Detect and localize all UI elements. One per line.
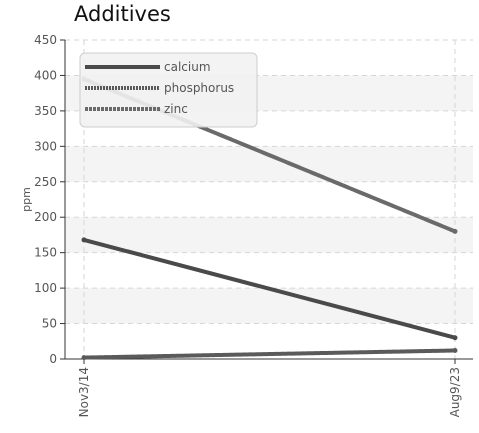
legend-label-zinc: zinc bbox=[164, 102, 188, 116]
y-tick-label: 50 bbox=[42, 317, 57, 331]
grid-band bbox=[65, 146, 473, 182]
legend-label-calcium: calcium bbox=[164, 60, 211, 74]
y-tick-label: 250 bbox=[34, 175, 57, 189]
x-ticks: Nov3/14 Aug9/23 bbox=[77, 359, 462, 417]
data-point-zinc bbox=[452, 228, 458, 234]
data-point-phosphorus bbox=[452, 347, 458, 353]
legend: calcium phosphorus zinc bbox=[79, 52, 258, 128]
x-tick-label: Nov3/14 bbox=[77, 367, 91, 417]
y-ticks: 0 50 100 150 200 250 300 350 400 450 bbox=[34, 33, 65, 366]
axes bbox=[64, 40, 473, 360]
y-tick-label: 0 bbox=[49, 352, 57, 366]
chart-title: Additives bbox=[74, 2, 171, 26]
x-tick-label: Aug9/23 bbox=[448, 367, 462, 417]
series-line-calcium bbox=[82, 237, 457, 340]
data-point-phosphorus bbox=[81, 355, 87, 361]
series-layer bbox=[81, 76, 458, 361]
y-tick-label: 400 bbox=[34, 68, 57, 82]
y-tick-label: 450 bbox=[34, 33, 57, 47]
y-tick-label: 350 bbox=[34, 104, 57, 118]
data-point-calcium bbox=[452, 335, 458, 341]
y-tick-label: 150 bbox=[34, 246, 57, 260]
grid-band bbox=[65, 288, 473, 324]
grid-band bbox=[65, 217, 473, 253]
legend-label-phosphorus: phosphorus bbox=[164, 81, 234, 95]
series-line-phosphorus bbox=[82, 348, 457, 360]
y-axis-label: ppm bbox=[20, 187, 33, 212]
y-tick-label: 300 bbox=[34, 139, 57, 153]
data-point-calcium bbox=[81, 237, 87, 243]
y-tick-label: 200 bbox=[34, 210, 57, 224]
legend-box bbox=[79, 52, 258, 128]
y-tick-label: 100 bbox=[34, 281, 57, 295]
